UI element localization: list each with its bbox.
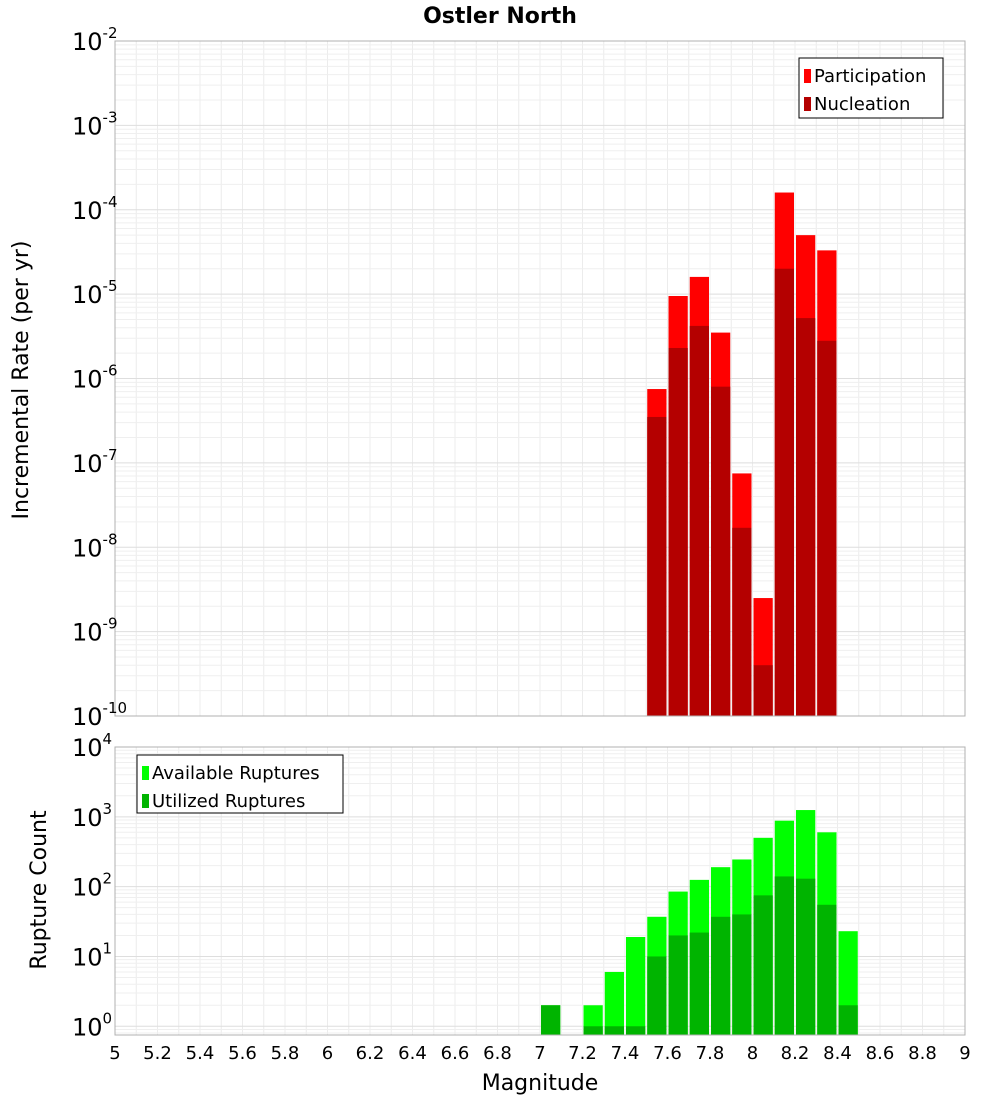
plot-frame-0 — [114, 40, 966, 717]
chart-title: Ostler North — [423, 4, 577, 29]
x-axis-title: Magnitude — [482, 1071, 599, 1096]
y-tick-label: 10-2 — [72, 24, 118, 56]
y-tick-label: 102 — [72, 870, 112, 902]
bar-utilized-ruptures — [668, 935, 688, 1035]
bar-available-ruptures — [604, 971, 624, 1035]
x-tick-label: 7.6 — [653, 1043, 682, 1064]
x-tick-label: 5.2 — [143, 1043, 172, 1064]
legend-label: Available Ruptures — [152, 763, 320, 784]
plot-frame-1 — [114, 746, 966, 1036]
x-tick-label: 8.6 — [866, 1043, 895, 1064]
bar-utilized-ruptures — [753, 895, 773, 1035]
bar-nucleation — [753, 665, 773, 716]
x-tick-label: 6.2 — [356, 1043, 385, 1064]
x-tick-label: 7 — [534, 1043, 545, 1064]
x-tick-label: 5.4 — [186, 1043, 215, 1064]
bar-nucleation — [774, 268, 794, 716]
x-tick-label: 5.8 — [271, 1043, 300, 1064]
bar-utilized-ruptures — [732, 914, 752, 1035]
legend-label: Participation — [814, 66, 926, 87]
bar-utilized-ruptures — [626, 1026, 646, 1035]
x-tick-label: 5 — [109, 1043, 120, 1064]
bar-nucleation — [668, 347, 688, 716]
x-tick-label: 7.8 — [696, 1043, 725, 1064]
legend-label: Nucleation — [814, 94, 910, 115]
x-tick-label: 8.2 — [781, 1043, 810, 1064]
x-tick-label: 7.2 — [568, 1043, 597, 1064]
bar-utilized-ruptures — [796, 878, 816, 1035]
y-tick-label: 10-7 — [72, 446, 118, 478]
legend-label: Utilized Ruptures — [152, 791, 305, 812]
bar-utilized-ruptures — [647, 956, 667, 1035]
legend-swatch — [142, 766, 149, 780]
x-tick-label: 8 — [747, 1043, 758, 1064]
y-tick-label: 10-4 — [72, 193, 118, 225]
x-tick-label: 6 — [322, 1043, 333, 1064]
legend: Participation Nucleation — [798, 57, 944, 119]
bottom-y-axis-title: Rupture Count — [27, 810, 52, 970]
bar-utilized-ruptures — [838, 1005, 858, 1035]
x-tick-label: 6.8 — [483, 1043, 512, 1064]
bar-nucleation — [647, 416, 667, 716]
bar-utilized-ruptures — [604, 1026, 624, 1035]
bar-nucleation — [817, 340, 837, 716]
y-tick-label: 104 — [72, 730, 112, 762]
bar-utilized-ruptures — [541, 1005, 561, 1035]
bar-available-ruptures — [626, 936, 646, 1035]
legend-box — [136, 754, 344, 814]
y-tick-label: 101 — [72, 939, 112, 971]
bar-nucleation — [796, 318, 816, 716]
x-tick-label: 8.4 — [823, 1043, 852, 1064]
legend: Available Ruptures Utilized Ruptures — [136, 754, 344, 814]
y-tick-label: 10-10 — [72, 699, 127, 731]
bar-utilized-ruptures — [689, 932, 709, 1035]
legend-swatch — [804, 69, 811, 83]
x-tick-label: 6.4 — [398, 1043, 427, 1064]
x-tick-label: 9 — [959, 1043, 970, 1064]
y-tick-label: 10-9 — [72, 615, 118, 647]
y-tick-label: 10-8 — [72, 530, 118, 562]
bar-utilized-ruptures — [774, 876, 794, 1035]
y-tick-label: 10-3 — [72, 108, 118, 140]
legend-box — [798, 57, 944, 119]
top-y-axis-title: Incremental Rate (per yr) — [9, 241, 34, 520]
x-tick-label: 6.6 — [441, 1043, 470, 1064]
y-tick-label: 100 — [72, 1009, 112, 1041]
x-tick-label: 8.8 — [908, 1043, 937, 1064]
bar-utilized-ruptures — [711, 916, 731, 1035]
x-tick-label: 7.4 — [611, 1043, 640, 1064]
y-tick-label: 10-5 — [72, 277, 118, 309]
bar-utilized-ruptures — [817, 904, 837, 1035]
y-tick-label: 10-6 — [72, 362, 118, 394]
bar-nucleation — [711, 386, 731, 716]
bar-nucleation — [732, 527, 752, 716]
legend-swatch — [142, 794, 149, 808]
y-tick-label: 103 — [72, 800, 112, 832]
legend-swatch — [804, 97, 811, 111]
bar-nucleation — [689, 325, 709, 716]
x-tick-label: 5.6 — [228, 1043, 257, 1064]
bar-utilized-ruptures — [583, 1026, 603, 1035]
